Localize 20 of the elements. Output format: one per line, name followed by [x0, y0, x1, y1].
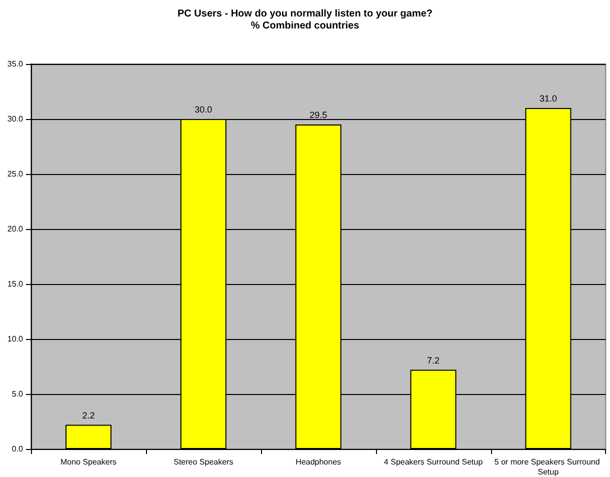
data-label: 30.0: [194, 104, 212, 114]
y-tick-label: 15.0: [7, 280, 24, 288]
y-tick-label: 20.0: [7, 224, 24, 234]
y-tick-label: 5.0: [12, 390, 24, 398]
data-label: 2.2: [82, 410, 95, 420]
x-tick-label: 4 Speakers Surround Setup: [384, 458, 484, 466]
y-tick-label: 35.0: [7, 60, 24, 68]
y-tick-label: 0.0: [12, 444, 24, 454]
y-tick-label: 25.0: [7, 170, 24, 178]
x-tick-label: 5 or more Speakers Surround Setup: [494, 458, 602, 476]
x-tick-label: Headphones: [296, 458, 342, 466]
y-tick-label: 10.0: [7, 334, 24, 344]
y-tick-label: 30.0: [7, 114, 24, 124]
data-label: 29.5: [310, 110, 328, 120]
chart-title: PC Users - How do you normally listen to your game?: [177, 8, 433, 20]
chart-subtitle: % Combined countries: [250, 20, 360, 32]
data-label: 31.0: [539, 94, 557, 104]
x-tick-label: Mono Speakers: [60, 458, 116, 466]
data-label: 7.2: [427, 355, 440, 366]
x-tick-label: Stereo Speakers: [174, 458, 234, 466]
